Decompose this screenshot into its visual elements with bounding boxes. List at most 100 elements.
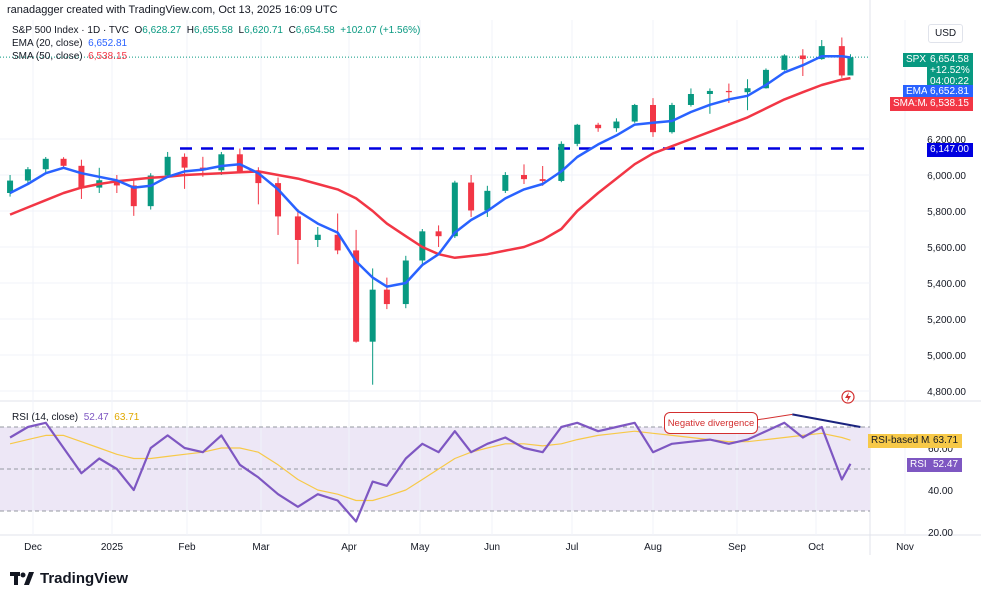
- time-tick-label: May: [411, 542, 430, 553]
- candle-body: [847, 57, 854, 76]
- candle-body: [435, 231, 442, 237]
- candle-body: [24, 169, 31, 181]
- rsi-ma-value-tag: 63.71: [930, 434, 962, 448]
- legend-symbol-row: S&P 500 Index · 1D · TVC O6,628.27 H6,65…: [12, 24, 420, 37]
- ema-value: 6,652.81: [88, 38, 128, 49]
- candle-body: [7, 180, 14, 193]
- candle-body: [181, 156, 188, 168]
- candle-body: [369, 289, 376, 342]
- spx-change: +12.52%: [930, 65, 970, 76]
- rsi-legend-value: 52.47: [83, 412, 109, 423]
- legend-sma-row[interactable]: SMA (50, close) 6,538.15: [12, 50, 420, 63]
- ema-label: EMA (20, close): [12, 38, 83, 49]
- tradingview-brand: TradingView: [40, 570, 129, 587]
- legend-ema-row[interactable]: EMA (20, close) 6,652.81: [12, 37, 420, 50]
- low-label: L: [238, 25, 245, 36]
- time-tick-label: Jun: [484, 542, 500, 553]
- lightning-icon-bolt: [845, 392, 851, 402]
- spx-timer: 04:00:22: [930, 76, 969, 87]
- open-value: 6,628.27: [142, 25, 182, 36]
- candle-body: [451, 182, 458, 237]
- candle-body: [42, 158, 49, 170]
- candle-body: [334, 234, 341, 251]
- rsi-legend[interactable]: RSI (14, close) 52.47 63.71: [12, 411, 139, 424]
- candle-body: [484, 190, 491, 211]
- legend: S&P 500 Index · 1D · TVC O6,628.27 H6,65…: [12, 24, 420, 63]
- candle-body: [762, 69, 769, 89]
- legend-symbol[interactable]: S&P 500 Index · 1D · TVC: [12, 25, 129, 36]
- time-tick-label: Dec: [24, 542, 42, 553]
- candle-body: [164, 156, 171, 176]
- candle-body: [502, 175, 509, 191]
- price-tick-label: 5,400.00: [927, 279, 966, 290]
- time-tick-label: Mar: [252, 542, 270, 553]
- candle-body: [631, 104, 638, 122]
- time-tick-label: Sep: [728, 542, 746, 553]
- candle-body: [706, 90, 713, 94]
- negative-divergence-callout[interactable]: Negative divergence: [664, 412, 758, 434]
- sma-price-tag: 6,538.15: [927, 97, 973, 111]
- price-tick-label: 6,000.00: [927, 171, 966, 182]
- candle-body: [468, 182, 475, 211]
- rsi-tick-label: 60.00: [928, 444, 953, 455]
- rsi-legend-label: RSI (14, close): [12, 412, 79, 423]
- candle-body: [130, 185, 137, 207]
- candle-body: [521, 175, 527, 180]
- lightning-icon[interactable]: [841, 390, 855, 404]
- sma50-line: [9, 76, 851, 260]
- spx-name-tag: SPX: [903, 53, 930, 67]
- candle-body: [383, 289, 390, 305]
- close-label: C: [288, 25, 296, 36]
- time-tick-label: Apr: [341, 542, 357, 553]
- candle-body: [78, 165, 85, 188]
- rsi-tick-label: 20.00: [928, 528, 953, 539]
- candle-body: [725, 90, 732, 93]
- price-tick-label: 5,000.00: [927, 351, 966, 362]
- sma-label: SMA (50, close): [12, 51, 83, 62]
- time-tick-label: Aug: [644, 542, 662, 553]
- rsi-value-tag: 52.47: [930, 458, 962, 472]
- open-label: O: [134, 25, 143, 36]
- candle-body: [595, 124, 602, 129]
- candle-body: [60, 158, 67, 166]
- candle-body: [838, 46, 845, 76]
- ema-name-tag: EMA: [903, 85, 931, 99]
- candle-body: [744, 88, 751, 93]
- low-value: 6,620.71: [244, 25, 283, 36]
- rsi-name-tag: RSI: [907, 458, 930, 472]
- time-tick-label: Jul: [566, 542, 579, 553]
- time-tick-label: Nov: [896, 542, 914, 553]
- candle-body: [613, 121, 620, 129]
- rsi-ma-name-tag: RSI-based MA: [868, 434, 940, 448]
- price-tick-label: 4,800.00: [927, 387, 966, 398]
- candle-body: [275, 183, 282, 217]
- rsi-legend-ma: 63.71: [114, 412, 140, 423]
- spx-price: 6,654.58: [930, 54, 969, 65]
- ema20-line: [9, 54, 851, 288]
- currency-button[interactable]: USD: [928, 24, 964, 43]
- candle-body: [687, 94, 694, 105]
- price-tick-label: 5,200.00: [927, 315, 966, 326]
- price-tick-label: 5,800.00: [927, 207, 966, 218]
- level-price-tag: 6,147.00: [927, 143, 973, 157]
- candle-body: [255, 172, 262, 184]
- candle-body: [147, 175, 154, 207]
- sma-name-tag: SMA:MA: [890, 97, 936, 111]
- candle-body: [218, 154, 225, 171]
- rsi-tick-label: 40.00: [928, 486, 953, 497]
- change-value: +102.07 (+1.56%): [340, 25, 421, 36]
- candle-body: [781, 55, 788, 70]
- candle-body: [113, 180, 120, 186]
- high-value: 6,655.58: [194, 25, 233, 36]
- ema-price-tag: 6,652.81: [927, 85, 973, 99]
- time-tick-label: Oct: [808, 542, 824, 553]
- time-tick-label: Feb: [178, 542, 196, 553]
- credit-text: ranadagger created with TradingView.com,…: [7, 4, 338, 16]
- candle-body: [294, 216, 301, 240]
- candle-body: [650, 104, 656, 133]
- time-tick-label: 2025: [101, 542, 124, 553]
- callout-pointer: [755, 413, 793, 421]
- divergence-trendline: [792, 413, 861, 428]
